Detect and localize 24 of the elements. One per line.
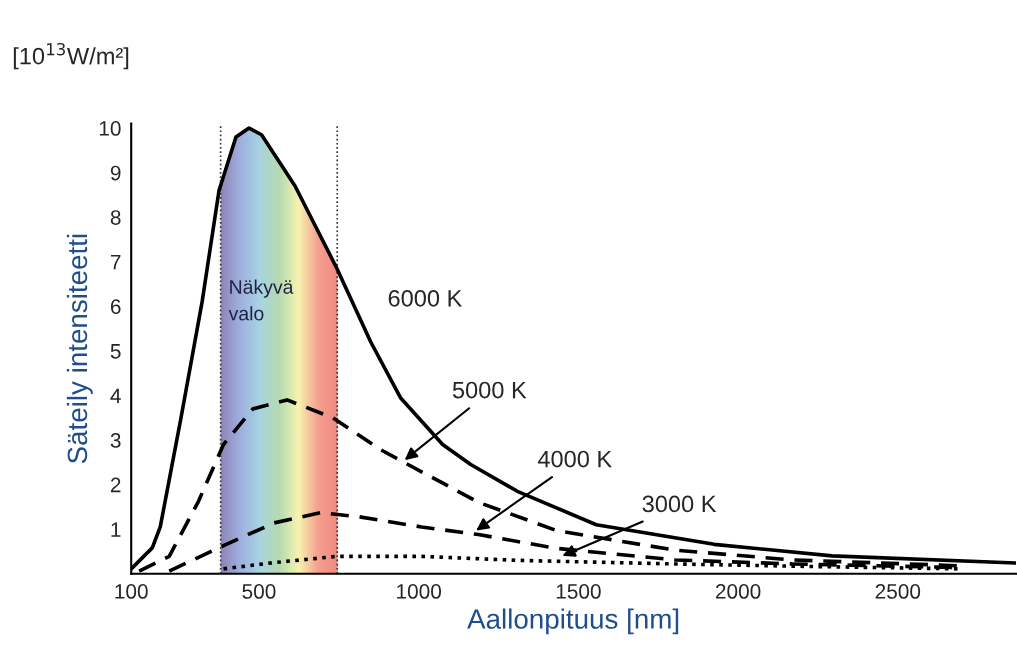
x-tick-label: 1000 [397,584,442,599]
y-tick-label: 2 [110,477,121,493]
y-tick-label: 5 [110,344,121,359]
y-tick-label: 4 [110,388,121,404]
band-label: Näkyvä valo [228,279,294,321]
x-tick-label: 500 [242,584,276,599]
annotation: 6000 K [388,289,463,307]
y-axis-title: Säteily intensiteetti [66,234,93,464]
x-tick-label: 1500 [556,584,601,599]
x-tick-label: 100 [115,584,148,599]
y-tick-label: 6 [110,299,121,315]
annotation: 3000 K [642,495,717,513]
x-axis-title: Aallonpituus [nm] [467,608,679,635]
y-tick-label: 7 [110,254,121,270]
x-tick-label: 2500 [875,584,921,599]
y-tick-label: 3 [110,433,121,448]
text: [10$^{13}$W/m²] [13,42,129,70]
y-tick-label: 1 [111,522,121,537]
annotation: 5000 K [452,381,527,399]
y-tick-label: 9 [110,165,121,181]
x-tick-label: 2000 [715,584,761,599]
annotation: 4000 K [537,450,612,468]
y-tick-label: 8 [110,210,121,225]
y-tick-label: 10 [99,121,121,136]
